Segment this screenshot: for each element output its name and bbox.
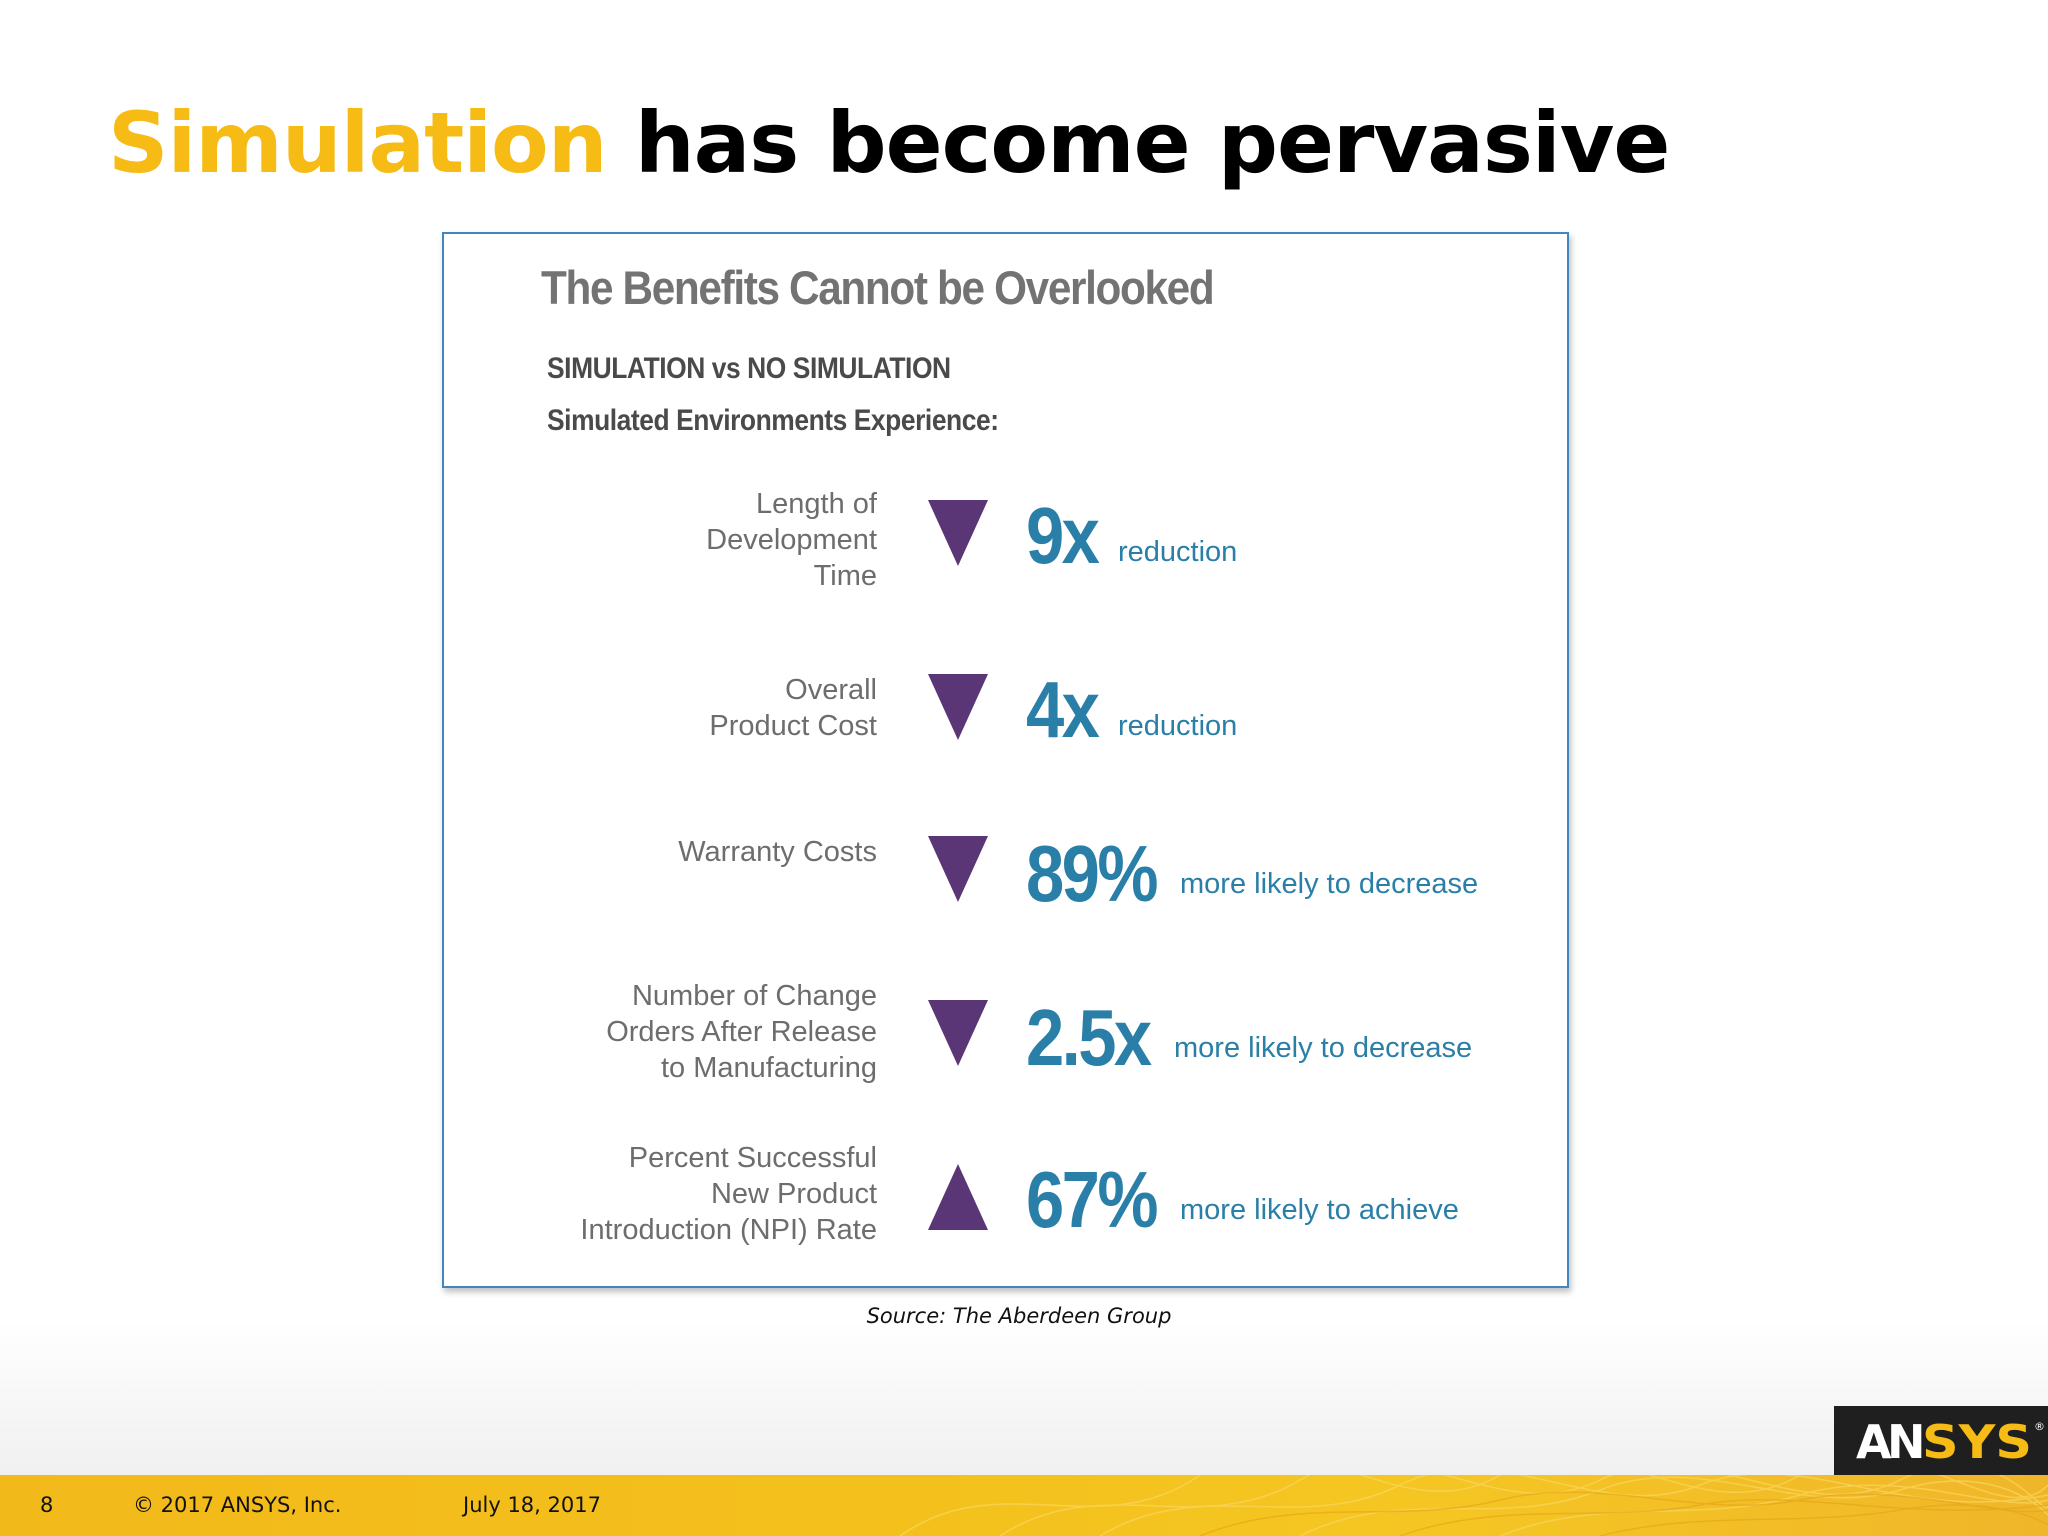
footer-wave-pattern (899, 1475, 2048, 1536)
metric-label: Percent Successful New Product Introduct… (580, 1142, 877, 1246)
logo-letter-a: A (1856, 1415, 1892, 1469)
triangle-up-icon (928, 1164, 988, 1230)
metric-description: more likely to decrease (1180, 868, 1479, 900)
metric-description: reduction (1118, 536, 1238, 568)
infographic-heading: The Benefits Cannot be Overlooked (541, 261, 1215, 314)
benefits-infographic: The Benefits Cannot be Overlooked SIMULA… (442, 232, 1569, 1288)
copyright-text: © 2017 ANSYS, Inc. (133, 1493, 342, 1517)
metric-value: 67% (1026, 1155, 1159, 1244)
metric-description: reduction (1118, 710, 1238, 742)
triangle-down-icon (928, 1000, 988, 1066)
metric-label: Length of Development Time (706, 488, 877, 592)
metric-row: Number of Change Orders After Release to… (444, 978, 1567, 1098)
metric-label: Number of Change Orders After Release to… (606, 980, 877, 1084)
slide-title: Simulation has become pervasive (108, 88, 1671, 198)
metric-value: 89% (1026, 829, 1159, 918)
presentation-date: July 18, 2017 (463, 1493, 601, 1517)
ansys-logo: A N SYS ® (1834, 1406, 2048, 1476)
metric-value: 9x (1026, 491, 1100, 580)
metric-row: Percent Successful New Product Introduct… (444, 1140, 1567, 1260)
metric-row: Length of Development Time 9x reduction (444, 486, 1567, 606)
logo-letter-n: N (1887, 1415, 1926, 1469)
metric-value: 2.5x (1026, 993, 1152, 1082)
metric-description: more likely to decrease (1174, 1032, 1473, 1064)
footer-bar: 8 © 2017 ANSYS, Inc. July 18, 2017 (0, 1475, 2048, 1536)
title-rest: has become pervasive (634, 94, 1671, 192)
logo-registered-mark: ® (2034, 1420, 2045, 1433)
metric-row: Warranty Costs 89% more likely to decrea… (444, 834, 1567, 954)
infographic-intro: Simulated Environments Experience: (547, 404, 999, 437)
metric-label: Overall Product Cost (709, 674, 877, 742)
metric-label: Warranty Costs (678, 836, 877, 868)
triangle-down-icon (928, 674, 988, 740)
metric-row: Overall Product Cost 4x reduction (444, 658, 1567, 778)
infographic-subheading: SIMULATION vs NO SIMULATION (547, 352, 951, 385)
source-caption: Source: The Aberdeen Group (866, 1304, 1172, 1328)
logo-sys: SYS (1922, 1415, 2032, 1469)
metric-value: 4x (1026, 665, 1100, 754)
page-number: 8 (40, 1493, 54, 1517)
triangle-down-icon (928, 500, 988, 566)
metric-description: more likely to achieve (1180, 1194, 1459, 1226)
triangle-down-icon (928, 836, 988, 902)
title-accent-word: Simulation (108, 94, 608, 192)
